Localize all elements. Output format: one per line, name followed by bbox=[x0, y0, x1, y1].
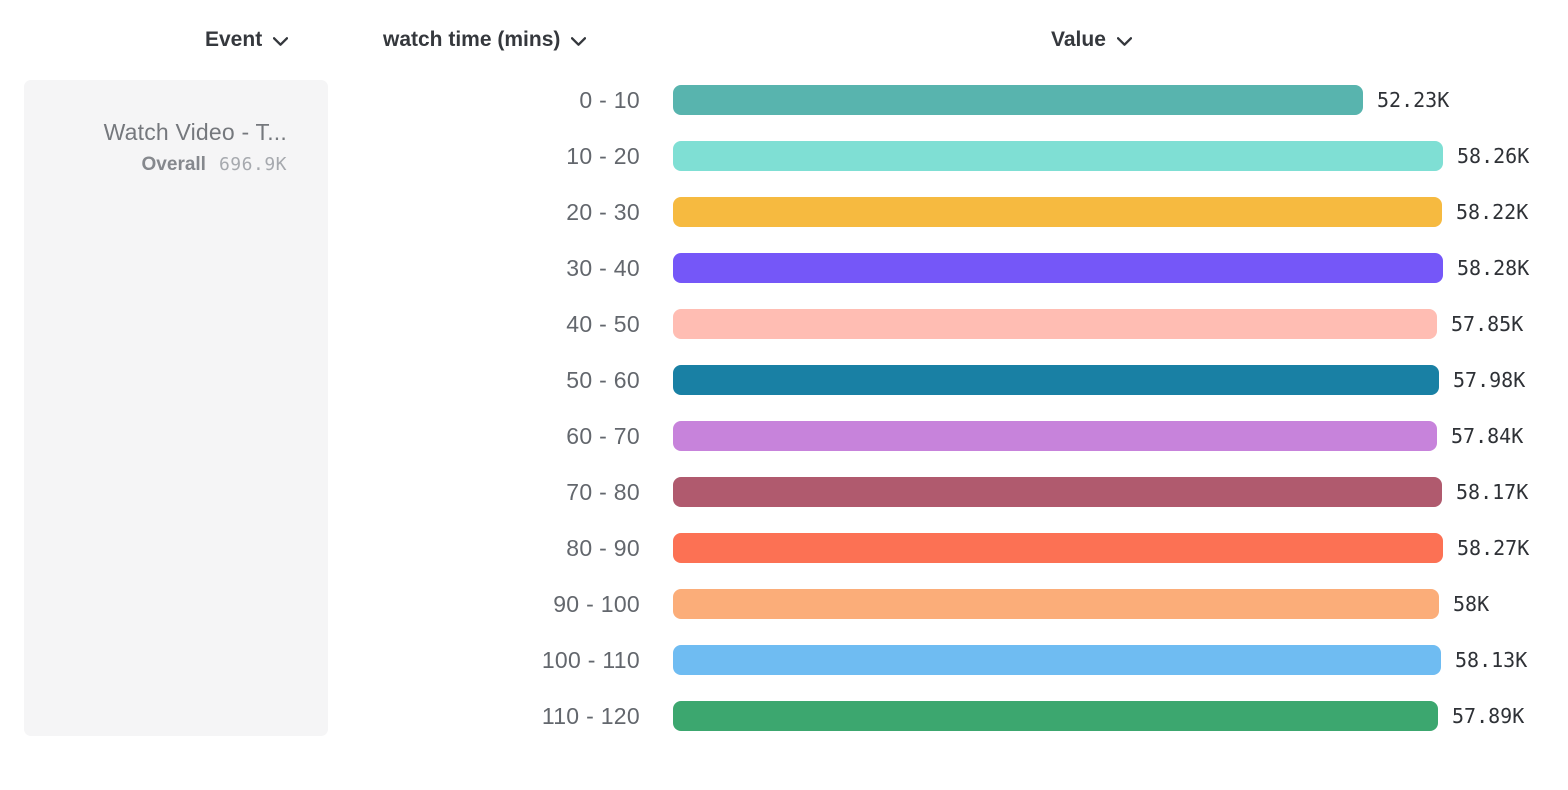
bucket-label: 40 - 50 bbox=[566, 311, 640, 337]
bar-value-label: 57.89K bbox=[1452, 704, 1525, 728]
bar-segment[interactable] bbox=[673, 533, 1443, 563]
bar-value-label: 58.26K bbox=[1457, 144, 1530, 168]
event-column-label: Event bbox=[205, 28, 263, 51]
bucket-label: 80 - 90 bbox=[566, 535, 640, 561]
bar-value-label: 58.28K bbox=[1457, 256, 1530, 280]
bucket-label: 110 - 120 bbox=[541, 703, 640, 729]
bar-value-label: 58.22K bbox=[1456, 200, 1529, 224]
bar-segment[interactable] bbox=[673, 421, 1437, 451]
overall-label: Overall bbox=[141, 154, 206, 175]
bar-segment[interactable] bbox=[673, 309, 1437, 339]
chart-row: 90 - 100 58K bbox=[0, 589, 1568, 619]
chart-row: 20 - 30 58.22K bbox=[0, 197, 1568, 227]
chart-row: 10 - 20 58.26K bbox=[0, 141, 1568, 171]
chevron-down-icon bbox=[571, 37, 587, 46]
breakdown-column-header[interactable]: watch time (mins) bbox=[383, 28, 587, 52]
chart-row: 100 - 110 58.13K bbox=[0, 645, 1568, 675]
bucket-label: 60 - 70 bbox=[566, 423, 640, 449]
bar-value-label: 58K bbox=[1453, 592, 1490, 616]
bar-segment[interactable] bbox=[673, 253, 1443, 283]
bar-segment[interactable] bbox=[673, 589, 1439, 619]
bar-value-label: 57.85K bbox=[1451, 312, 1524, 336]
chart-row: 70 - 80 58.17K bbox=[0, 477, 1568, 507]
bucket-label: 50 - 60 bbox=[566, 367, 640, 393]
chart-row: 60 - 70 57.84K bbox=[0, 421, 1568, 451]
bucket-label: 0 - 10 bbox=[579, 87, 640, 113]
bucket-label: 100 - 110 bbox=[541, 647, 640, 673]
bucket-label: 90 - 100 bbox=[553, 591, 640, 617]
event-legend-content: Watch Video - T... Overall 696.9K bbox=[104, 117, 287, 177]
bucket-label: 10 - 20 bbox=[566, 143, 640, 169]
bucket-label: 20 - 30 bbox=[566, 199, 640, 225]
chart-row: 80 - 90 58.27K bbox=[0, 533, 1568, 563]
event-legend-card[interactable]: Watch Video - T... Overall 696.9K bbox=[24, 80, 328, 736]
bar-value-label: 58.27K bbox=[1457, 536, 1530, 560]
bar-value-label: 52.23K bbox=[1377, 88, 1450, 112]
chevron-down-icon bbox=[273, 37, 289, 46]
bucket-label: 70 - 80 bbox=[566, 479, 640, 505]
bar-segment[interactable] bbox=[673, 197, 1442, 227]
value-column-label: Value bbox=[1051, 28, 1106, 51]
event-column-header[interactable]: Event bbox=[205, 28, 289, 52]
bar-chart: 0 - 10 52.23K 10 - 20 58.26K 20 - 30 58.22K 30… bbox=[0, 85, 1568, 757]
bar-segment[interactable] bbox=[673, 701, 1438, 731]
event-overall-row: Overall 696.9K bbox=[104, 153, 287, 177]
bucket-label: 30 - 40 bbox=[566, 255, 640, 281]
bar-segment[interactable] bbox=[673, 477, 1442, 507]
chevron-down-icon bbox=[1116, 37, 1132, 46]
chart-row: 0 - 10 52.23K bbox=[0, 85, 1568, 115]
bar-segment[interactable] bbox=[673, 645, 1441, 675]
bar-value-label: 58.17K bbox=[1456, 480, 1529, 504]
chart-row: 30 - 40 58.28K bbox=[0, 253, 1568, 283]
chart-row: 40 - 50 57.85K bbox=[0, 309, 1568, 339]
bar-value-label: 58.13K bbox=[1455, 648, 1528, 672]
value-column-header[interactable]: Value bbox=[1051, 28, 1132, 52]
chart-row: 50 - 60 57.98K bbox=[0, 365, 1568, 395]
bar-value-label: 57.84K bbox=[1451, 424, 1524, 448]
bar-segment[interactable] bbox=[673, 141, 1443, 171]
bar-segment[interactable] bbox=[673, 365, 1439, 395]
overall-value: 696.9K bbox=[218, 154, 287, 175]
chart-row: 110 - 120 57.89K bbox=[0, 701, 1568, 731]
breakdown-column-label: watch time (mins) bbox=[383, 28, 561, 51]
event-name: Watch Video - T... bbox=[103, 119, 287, 145]
bar-value-label: 57.98K bbox=[1453, 368, 1526, 392]
bar-segment[interactable] bbox=[673, 85, 1363, 115]
